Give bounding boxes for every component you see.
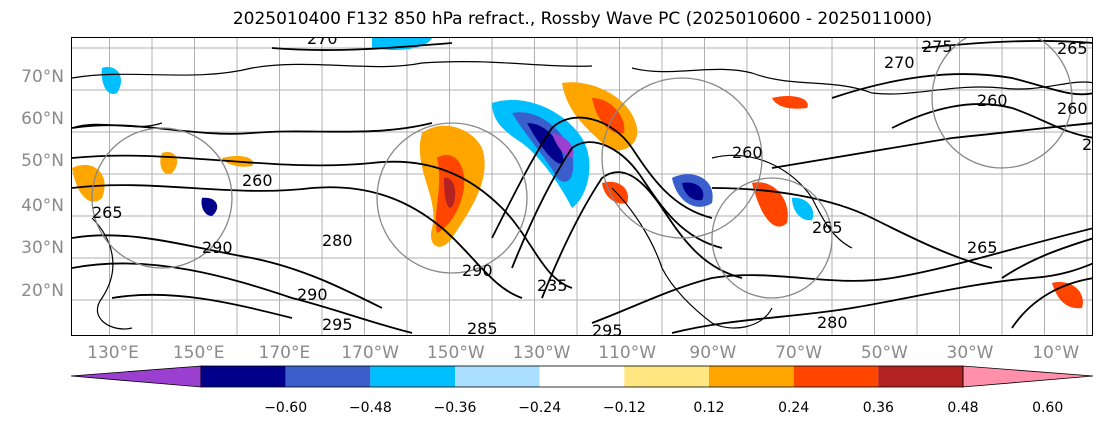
- positive-anomaly-area: [592, 98, 625, 134]
- colorbar-segment: [370, 366, 455, 387]
- map-plot: 270 275 265 270 260 260 260 265 260 265 265 265 290 2…: [72, 38, 1093, 336]
- longitude-tick-label: 70°W: [775, 343, 823, 363]
- contour-label: 295: [322, 315, 353, 334]
- colorbar-segment: [201, 366, 286, 387]
- negative-anomaly-area: [201, 197, 218, 216]
- longitude-tick-label: 130°W: [512, 343, 571, 363]
- longitude-tick-label: 170°W: [341, 343, 399, 363]
- colorbar-tick-label: 0.12: [693, 400, 725, 416]
- latitude-tick-label: 50°N: [21, 151, 64, 171]
- contour-label: 260: [1057, 99, 1088, 118]
- longitude-tick-label: 170°E: [258, 343, 311, 363]
- colorbar: [71, 365, 1094, 388]
- contour-label: 275: [922, 38, 953, 56]
- positive-anomaly-area: [160, 152, 178, 175]
- colorbar-tick-label: −0.24: [518, 400, 562, 416]
- negative-anomaly-area: [372, 38, 432, 50]
- positive-anomaly-area: [602, 181, 628, 204]
- latitude-tick-label: 30°N: [21, 238, 64, 258]
- contour-label: 265: [812, 218, 843, 237]
- longitude-tick-label: 110°W: [598, 343, 657, 363]
- contour-label: 260: [242, 171, 273, 190]
- coastlines: [72, 60, 1092, 330]
- longitude-tick-label: 30°W: [946, 343, 994, 363]
- colorbar-segment: [793, 366, 879, 387]
- negative-anomaly-area: [682, 182, 704, 201]
- contour-label: 270: [307, 38, 338, 48]
- contour-label: 290: [462, 261, 493, 280]
- latitude-tick-label: 40°N: [21, 196, 64, 216]
- colorbar-tick-label: 0.48: [947, 400, 979, 416]
- longitude-tick-label: 150°W: [426, 343, 485, 363]
- colorbar-segment: [709, 366, 794, 387]
- colorbar-tick-label: −0.36: [433, 400, 477, 416]
- contour-labels: 270 275 265 270 260 260 260 265 260 265 265 265 290 2…: [92, 38, 1093, 336]
- colorbar-tick-label: 0.36: [862, 400, 894, 416]
- contour-label: 280: [322, 231, 353, 250]
- longitude-tick-label: 130°E: [87, 343, 139, 363]
- latitude-tick-label: 20°N: [21, 281, 64, 301]
- contour-label: 235: [537, 276, 568, 295]
- longitude-tick-label: 90°W: [689, 343, 737, 363]
- longitude-tick-label: 10°W: [1032, 343, 1080, 363]
- colorbar-extend-low: [71, 365, 202, 388]
- longitude-tick-label: 150°E: [172, 343, 225, 363]
- contour-label: 265: [1057, 39, 1088, 58]
- colorbar-tick-label: −0.48: [348, 400, 392, 416]
- positive-anomaly-area: [1052, 282, 1083, 309]
- negative-anomaly-area: [527, 123, 564, 164]
- contour-label: 280: [817, 313, 848, 332]
- colorbar-segment: [878, 366, 963, 387]
- colorbar-segment: [624, 366, 709, 387]
- contour-label: 265: [1082, 135, 1093, 154]
- negative-anomaly-area: [552, 133, 574, 158]
- positive-anomaly-area: [772, 96, 808, 109]
- rossby-wave-pc-circles: [91, 38, 1073, 299]
- contour-label: 265: [967, 238, 998, 257]
- colorbar-tick-label: 0.24: [778, 400, 810, 416]
- contour-label: 265: [92, 203, 123, 222]
- colorbar-tick-label: −0.60: [264, 400, 308, 416]
- map-panel: 270 275 265 270 260 260 260 265 260 265 265 265 290 2…: [71, 37, 1093, 336]
- contour-label: 295: [592, 321, 623, 336]
- longitude-tick-label: 50°W: [860, 343, 908, 363]
- colorbar-segment: [539, 366, 625, 387]
- contour-label: 290: [297, 285, 328, 304]
- colorbar-extend-high: [962, 365, 1094, 388]
- latitude-tick-label: 60°N: [21, 109, 64, 129]
- colorbar-segment: [285, 366, 371, 387]
- figure-title: 2025010400 F132 850 hPa refract., Rossby…: [232, 9, 933, 29]
- colorbar-tick-label: −0.12: [602, 400, 646, 416]
- contour-label: 290: [202, 238, 233, 257]
- contour-label: 260: [977, 91, 1008, 110]
- colorbar-segment: [455, 366, 540, 387]
- contour-label: 270: [884, 53, 915, 72]
- contour-label: 260: [732, 143, 763, 162]
- negative-anomaly-area: [492, 99, 590, 208]
- contour-label: 285: [467, 319, 498, 336]
- latitude-tick-label: 70°N: [21, 67, 64, 87]
- geopotential-contours: [72, 40, 1092, 334]
- colorbar-outline: [200, 365, 964, 388]
- negative-anomaly-area: [792, 197, 814, 221]
- positive-anomaly-area: [72, 164, 105, 202]
- positive-anomaly-area: [752, 182, 788, 227]
- colorbar-tick-label: 0.60: [1032, 400, 1064, 416]
- positive-anomaly-area: [444, 177, 456, 208]
